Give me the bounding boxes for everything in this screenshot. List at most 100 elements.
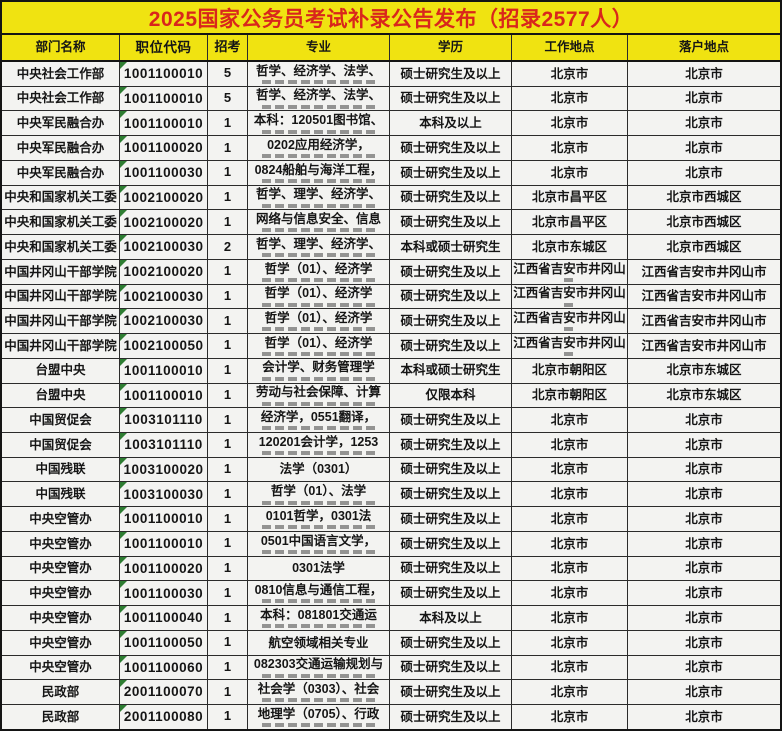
- cell-text: 中央空管办: [29, 536, 92, 551]
- cell-text: 硕士研究生及以上: [400, 709, 501, 724]
- cell-text: 1001100010: [123, 90, 204, 106]
- cell-settle: 北京市: [628, 532, 780, 556]
- cell-code: 1001100010: [120, 531, 208, 556]
- cell-text: 江西省吉安市井冈山: [513, 335, 626, 350]
- clipped-second-line: [262, 376, 375, 381]
- cell-text: 江西省吉安市井冈山: [513, 261, 626, 276]
- cell-text: 法学（0301）: [279, 462, 358, 477]
- cell-text: 本科及以上: [419, 610, 482, 625]
- clipped-second-line: [262, 104, 375, 109]
- cell-text: 硕士研究生及以上: [400, 462, 501, 477]
- cell-work: 北京市: [512, 581, 628, 606]
- col-header-major: 专业: [248, 35, 390, 60]
- cell-text: 1: [223, 189, 232, 205]
- cell-text: 1001100030: [123, 165, 204, 181]
- cell-count: 1: [208, 433, 248, 457]
- cell-text: 硕士研究生及以上: [400, 165, 501, 180]
- table-row: 台盟中央 1001100010 1 劳动与社会保障、计算 仅限本科 北京市朝阳区 北京市东城…: [2, 383, 780, 409]
- cell-major: 哲学、理学、经济学、: [248, 185, 390, 210]
- table-row: 中央社会工作部 1001100010 5 哲学、经济学、法学、 硕士研究生及以上 北京市 北…: [2, 62, 780, 87]
- cell-text: 硕士研究生及以上: [400, 289, 501, 304]
- cell-text: 中国残联: [35, 462, 86, 477]
- cell-text: 北京市: [685, 140, 723, 155]
- cell-text: 北京市: [550, 462, 589, 477]
- cell-text: 1001100020: [123, 560, 204, 576]
- cell-text: 2001100080: [123, 709, 204, 725]
- cell-count: 1: [208, 358, 248, 383]
- cell-settle: 北京市: [628, 87, 780, 111]
- table-row: 中国残联 1003100020 1 法学（0301） 硕士研究生及以上 北京市 北京市: [2, 457, 780, 483]
- cell-text: 哲学（01）、法学: [270, 484, 367, 499]
- cell-text: 北京市: [550, 660, 589, 675]
- clipped-second-line: [262, 550, 375, 554]
- cell-text: 北京市西城区: [666, 239, 742, 254]
- cell-text: 北京市: [550, 116, 589, 131]
- cell-major: 会计学、财务管理学: [248, 358, 390, 383]
- cell-code: 1002100020: [120, 259, 208, 284]
- cell-count: 1: [208, 581, 248, 606]
- cell-text: 中央和国家机关工委: [4, 190, 117, 205]
- cell-count: 1: [208, 136, 248, 160]
- cell-text: 1001100030: [123, 585, 204, 601]
- cell-text: 哲学（01）、经济学: [264, 311, 373, 326]
- cell-code: 1001100050: [120, 630, 208, 655]
- cell-major: 哲学、经济学、法学、: [248, 62, 390, 86]
- cell-dept: 中央社会工作部: [2, 86, 120, 111]
- cell-degree: 硕士研究生及以上: [390, 136, 512, 160]
- table-header-row: 部门名称 职位代码 招考 专业 学历 工作地点 落户地点: [2, 35, 780, 62]
- cell-count: 1: [208, 309, 248, 334]
- cell-major: 哲学（01）、经济学: [248, 334, 390, 358]
- cell-count: 1: [208, 334, 248, 358]
- cell-code: 1001100030: [120, 160, 208, 185]
- cell-text: 硕士研究生及以上: [400, 437, 501, 452]
- cell-count: 1: [208, 259, 248, 284]
- clipped-second-line: [262, 673, 375, 678]
- cell-code: 1001100010: [120, 383, 208, 408]
- cell-text: 120201会计学，1253: [258, 434, 379, 449]
- cell-text: 1: [223, 634, 232, 650]
- cell-major: 航空领域相关专业: [248, 630, 390, 655]
- cell-major: 地理学（0705）、行政: [248, 705, 390, 729]
- cell-major: 社会学（0303）、社会: [248, 680, 390, 705]
- cell-text: 仅限本科: [425, 388, 476, 403]
- cell-work: 北京市: [512, 160, 628, 185]
- cell-text: 1: [223, 362, 232, 378]
- cell-code: 1001100020: [120, 136, 208, 160]
- cell-text: 经济学，0551翻译，: [260, 409, 377, 424]
- cell-error-triangle-icon: [120, 531, 127, 539]
- cell-count: 1: [208, 680, 248, 705]
- cell-count: 1: [208, 630, 248, 655]
- cell-text: 北京市: [550, 487, 589, 502]
- cell-text: 1001100040: [123, 610, 204, 626]
- clipped-second-line: [262, 352, 375, 357]
- cell-error-triangle-icon: [120, 408, 127, 416]
- cell-text: 中国井冈山干部学院: [4, 314, 117, 329]
- cell-major: 0301法学: [248, 556, 390, 581]
- table-row: 中国井冈山干部学院 1002100050 1 哲学（01）、经济学 硕士研究生及以上 江西…: [2, 334, 780, 359]
- cell-dept: 中央空管办: [2, 531, 120, 556]
- cell-text: 北京市昌平区: [531, 215, 607, 230]
- cell-code: 1001100020: [120, 556, 208, 581]
- cell-code: 1003100020: [120, 457, 208, 482]
- table-row: 中央空管办 1001100040 1 本科：081801交通运 本科及以上 北京市 北京市: [2, 606, 780, 631]
- cell-code: 1002100020: [120, 185, 208, 210]
- clipped-second-line: [262, 624, 375, 629]
- cell-dept: 中央和国家机关工委: [2, 185, 120, 210]
- cell-work: 北京市: [512, 556, 628, 581]
- cell-text: 中央空管办: [29, 586, 92, 601]
- cell-degree: 硕士研究生及以上: [390, 86, 512, 111]
- cell-text: 1: [223, 683, 232, 699]
- cell-code: 1002100030: [120, 235, 208, 259]
- cell-text: 0101哲学，0301法: [265, 508, 372, 523]
- cell-major: 网络与信息安全、信息: [248, 210, 390, 235]
- cell-degree: 硕士研究生及以上: [390, 408, 512, 433]
- clipped-second-line: [262, 451, 375, 456]
- cell-count: 1: [208, 408, 248, 433]
- cell-work: 北京市: [512, 606, 628, 630]
- cell-work: 北京市昌平区: [512, 210, 628, 235]
- cell-text: 2001100070: [123, 684, 204, 700]
- cell-text: 1003101110: [124, 437, 203, 453]
- table-row: 中央军民融合办 1001100010 1 本科：120501图书馆、 本科及以上 北京市 北…: [2, 111, 780, 137]
- cell-work: 江西省吉安市井冈山: [512, 284, 628, 309]
- cell-text: 1: [223, 213, 232, 229]
